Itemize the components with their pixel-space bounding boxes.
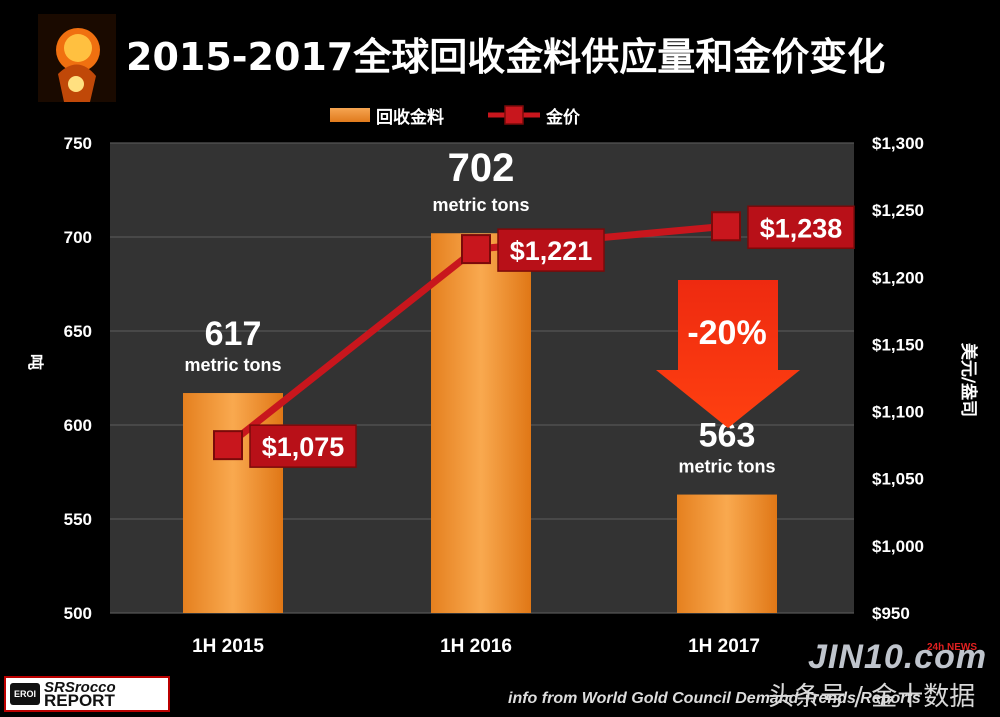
brand-sub: 24h NEWS (927, 642, 978, 653)
y2-tick-label: $950 (872, 604, 910, 623)
y2-tick-label: $1,250 (872, 201, 924, 220)
srsrocco-line2: REPORT (44, 691, 115, 710)
decline-arrow (656, 280, 800, 428)
price-point (213, 430, 243, 461)
y-tick-label: 550 (64, 510, 92, 529)
y2-tick-label: $1,100 (872, 403, 924, 422)
y2-tick-label: $1,050 (872, 470, 924, 489)
page-title: 2015-2017全球回收金料供应量和金价变化 (126, 35, 886, 79)
bar (431, 233, 531, 614)
bar (677, 494, 777, 613)
brand-text: JIN10.com (808, 638, 988, 676)
y2-tick-label: $1,300 (872, 134, 924, 153)
y-axis-label: 吨 (26, 354, 45, 370)
y-tick-label: 500 (64, 604, 92, 623)
price-point (461, 234, 491, 265)
legend-item-line: 金价 (488, 103, 580, 128)
price-label-box (249, 424, 357, 468)
bar-value-label: 702 (448, 146, 515, 190)
watermark: 头条号 / 金十数据 (768, 682, 976, 712)
price-point (711, 211, 741, 242)
x-tick-label: 1H 2017 (688, 636, 760, 657)
srsrocco-text: SRSrocco REPORT (44, 679, 116, 710)
legend-item-bar: 回收金料 (330, 103, 444, 128)
x-tick-label: 1H 2015 (192, 636, 264, 657)
bar-value-label: 617 (205, 315, 262, 353)
y2-axis-label: 美元/盎司 (958, 343, 979, 417)
y2-tick-label: $1,150 (872, 335, 924, 354)
y2-tick-label: $1,200 (872, 268, 924, 287)
x-tick-label: 1H 2016 (440, 636, 512, 657)
y2-tick-label: $1,000 (872, 537, 924, 556)
price-label-box (497, 228, 605, 272)
bar-unit-label: metric tons (184, 355, 281, 375)
source-note: info from World Gold Council Demand Tren… (508, 690, 921, 707)
decline-annotation: -20% (656, 280, 800, 428)
legend-label-bar: 回收金料 (376, 107, 444, 128)
legend: 回收金料 金价 (330, 103, 624, 128)
srsrocco-logo: EROI SRSrocco REPORT (4, 676, 170, 712)
y-axis-right: $950 $1,000 $1,050 $1,100 $1,150 $1,200 $1,250… (872, 134, 924, 623)
bars (183, 233, 777, 614)
y-tick-label: 750 (64, 134, 92, 153)
price-label-box (747, 205, 855, 250)
srsrocco-badge: EROI (10, 683, 40, 705)
x-axis: 1H 2015 1H 2016 1H 2017 (192, 636, 760, 657)
srsrocco-line1: SRSrocco (44, 679, 116, 696)
price-value-label: $1,221 (510, 236, 593, 266)
price-line: $1,075 $1,221 $1,238 (213, 205, 855, 468)
brand-logo: JIN10.com (808, 638, 987, 677)
y-tick-label: 600 (64, 416, 92, 435)
gold-pour-logo (38, 14, 116, 102)
y-tick-label: 700 (64, 228, 92, 247)
bar-unit-label: metric tons (678, 457, 775, 477)
y-tick-label: 650 (64, 322, 92, 341)
decline-annotation-text: -20% (687, 314, 766, 352)
bar-unit-label: metric tons (432, 195, 529, 215)
legend-swatch-line (488, 105, 540, 125)
price-value-label: $1,075 (262, 432, 345, 462)
legend-label-line: 金价 (546, 107, 580, 128)
price-value-label: $1,238 (760, 213, 843, 243)
y-axis-left: 500 550 600 650 700 750 (64, 134, 92, 623)
legend-swatch-bar (330, 108, 370, 122)
